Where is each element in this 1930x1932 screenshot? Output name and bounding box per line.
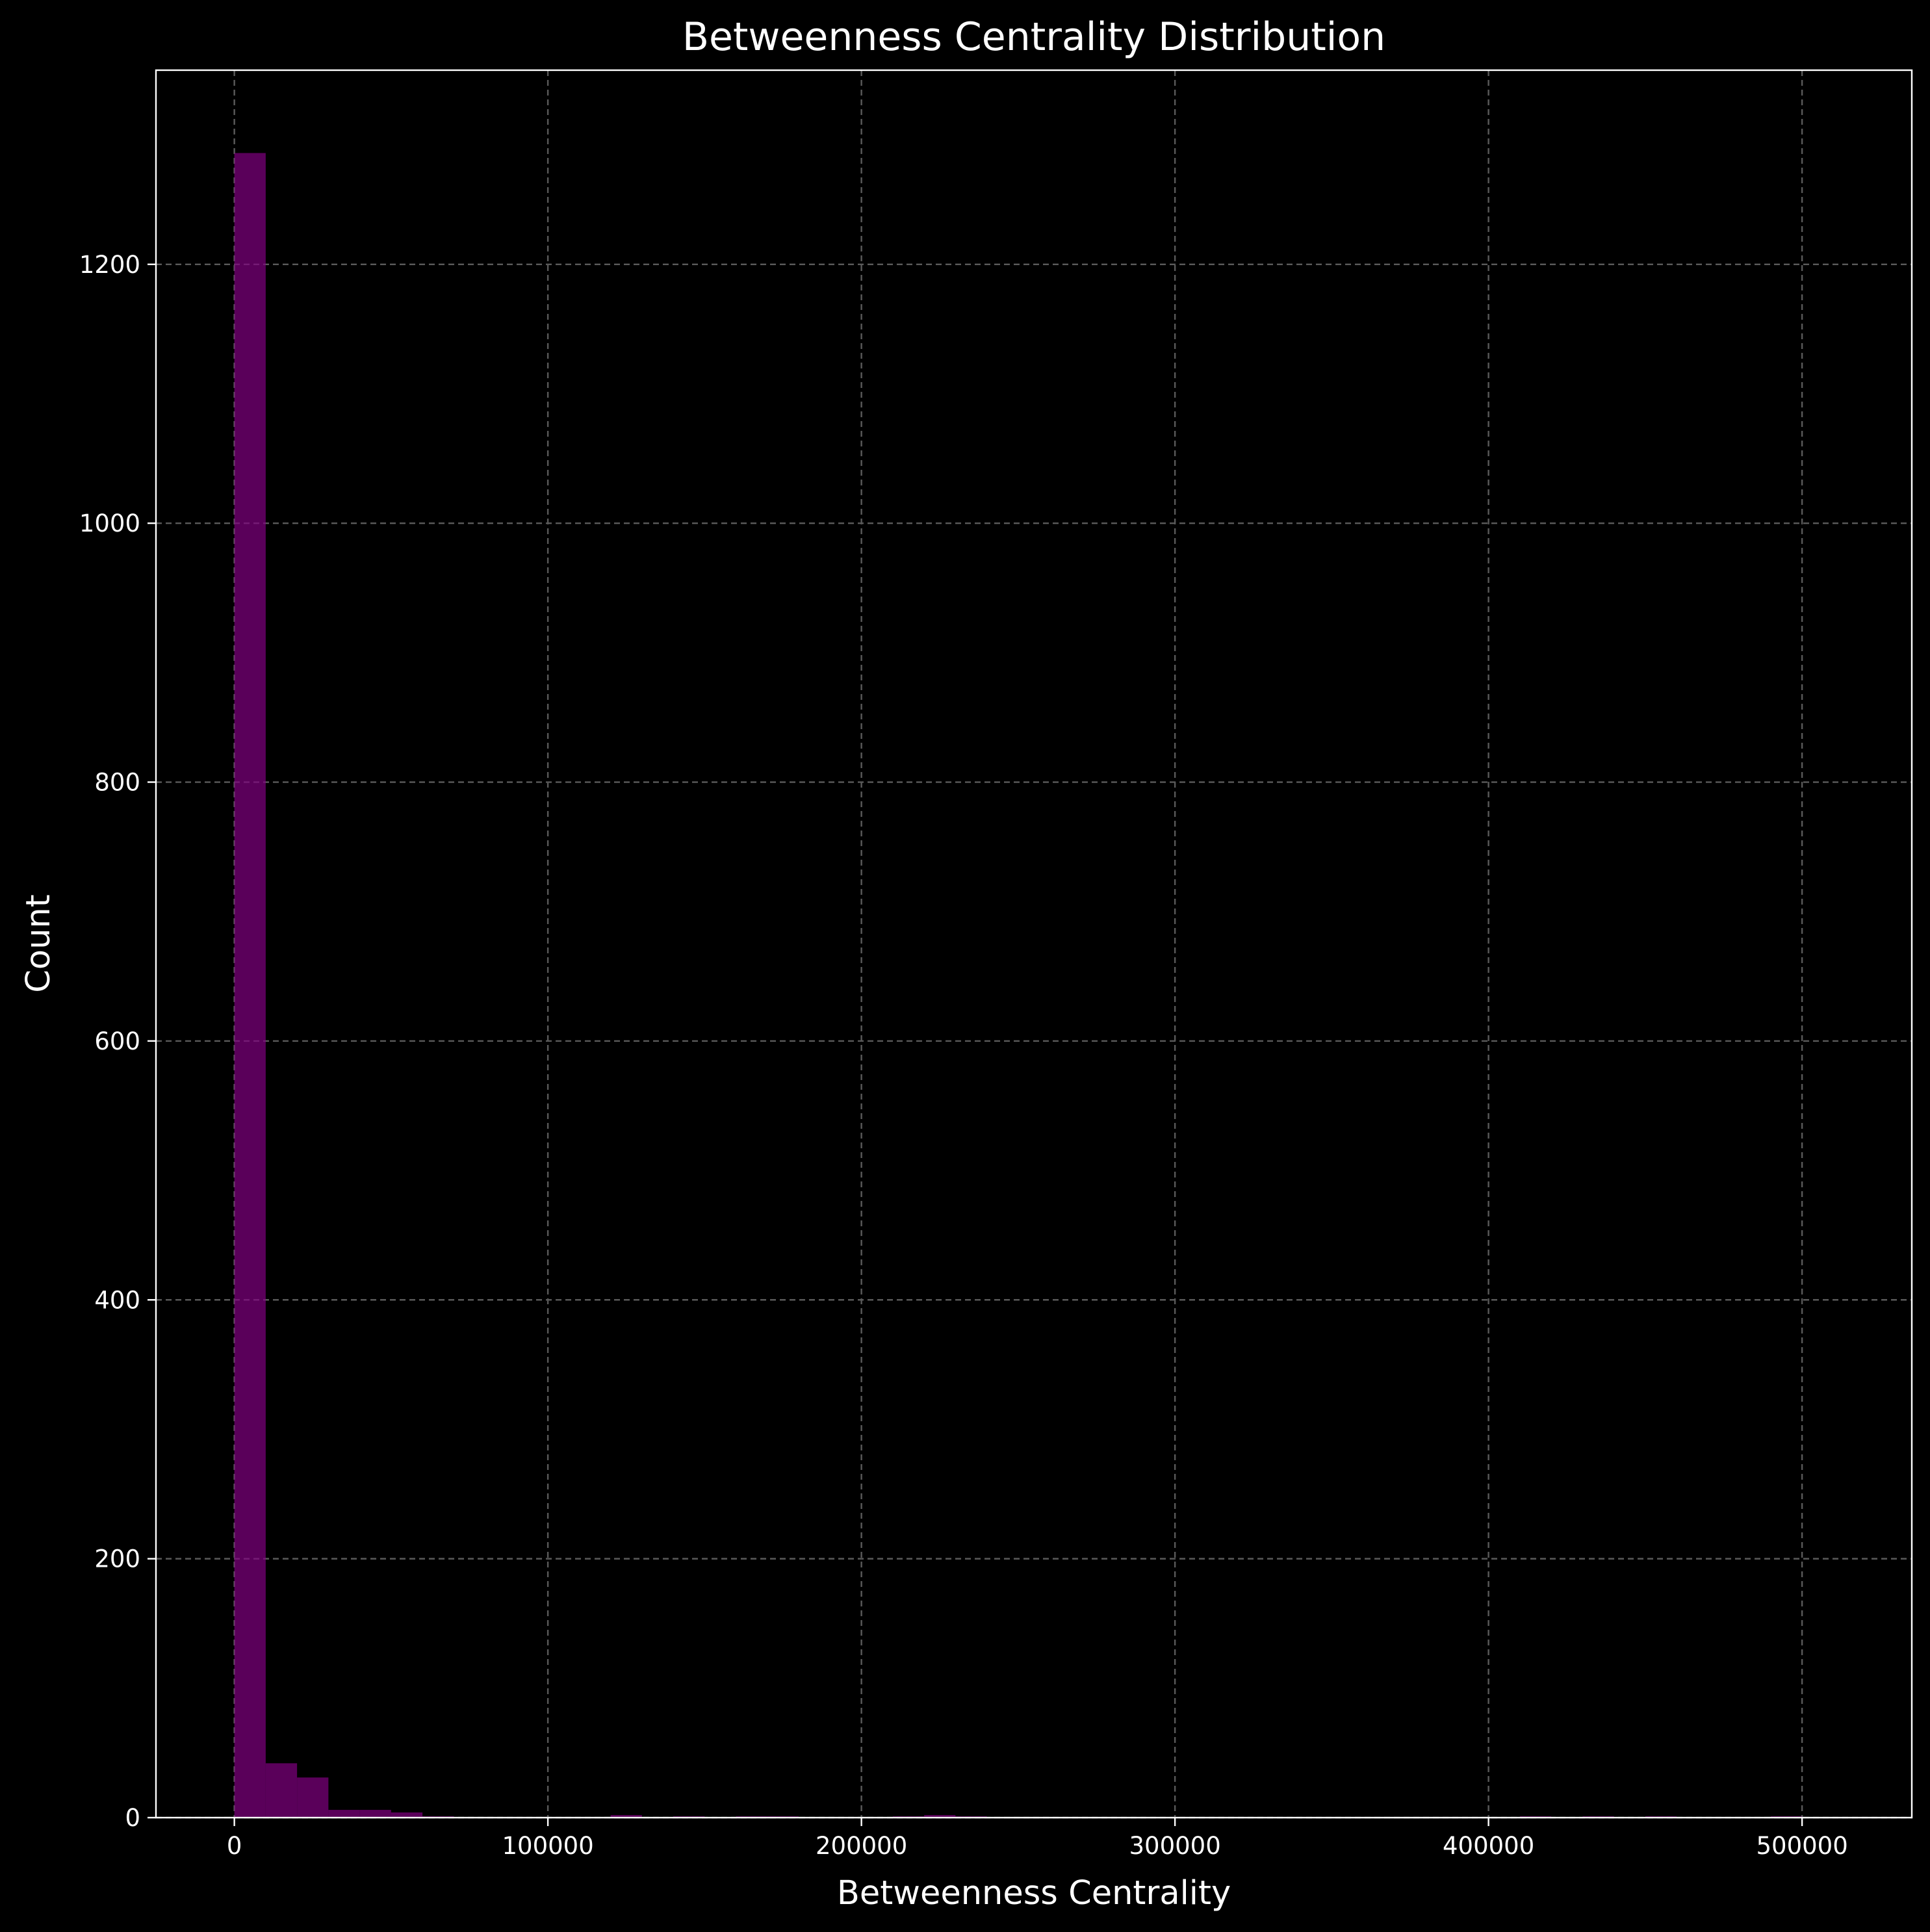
x-tick-label: 400000 — [1443, 1832, 1534, 1860]
histogram-bar — [234, 153, 266, 1818]
y-tick-label: 400 — [94, 1286, 140, 1314]
x-tick-label: 200000 — [816, 1832, 907, 1860]
histogram-bar — [328, 1810, 360, 1818]
x-axis-label: Betweenness Centrality — [837, 1874, 1231, 1913]
histogram-bar — [265, 1763, 298, 1818]
y-axis-label: Count — [19, 894, 58, 992]
chart-title: Betweenness Centrality Distribution — [682, 14, 1385, 60]
y-tick-label: 200 — [94, 1545, 140, 1573]
x-axis-ticks: 0 100000 200000 300000 400000 500000 — [227, 1818, 1848, 1860]
histogram-bar — [359, 1810, 391, 1818]
x-tick-label: 100000 — [502, 1832, 594, 1860]
y-axis-ticks: 0 200 400 600 800 1000 1200 — [79, 251, 156, 1832]
x-tick-label: 300000 — [1129, 1832, 1221, 1860]
histogram-bar — [391, 1812, 423, 1818]
y-tick-label: 0 — [125, 1804, 140, 1832]
y-tick-label: 800 — [94, 769, 140, 797]
histogram-bar — [297, 1777, 329, 1818]
y-tick-label: 1000 — [79, 509, 140, 537]
x-tick-label: 0 — [227, 1832, 242, 1860]
plot-frame — [155, 69, 1913, 1819]
y-tick-label: 600 — [94, 1027, 140, 1055]
histogram-bar — [610, 1815, 642, 1818]
y-tick-label: 1200 — [79, 251, 140, 279]
histogram-bar — [924, 1815, 956, 1818]
x-tick-label: 500000 — [1756, 1832, 1848, 1860]
plot-background — [156, 70, 1912, 1818]
